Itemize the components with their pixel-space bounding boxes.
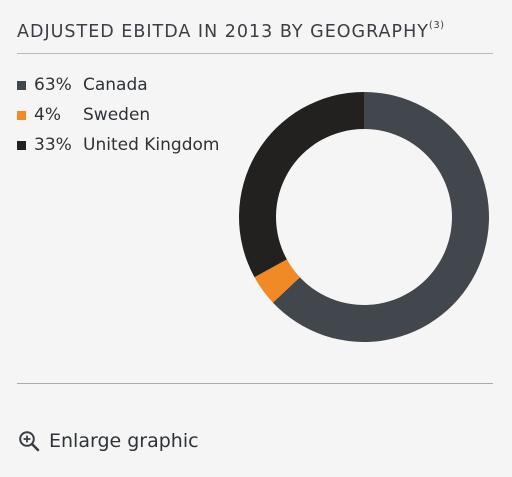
- chart-title: ADJUSTED EBITDA IN 2013 BY GEOGRAPHY(3): [17, 20, 445, 42]
- legend-label: Sweden: [83, 105, 151, 125]
- bottom-divider: [17, 383, 493, 384]
- legend-percentage: 33%: [34, 135, 72, 155]
- top-divider: [17, 53, 493, 54]
- enlarge-graphic-button[interactable]: Enlarge graphic: [18, 430, 199, 452]
- zoom-in-icon: [19, 431, 40, 452]
- chart-legend: 63% Canada 4% Sweden 33% United Kingdom: [17, 70, 219, 160]
- legend-label: Canada: [83, 75, 148, 95]
- donut-slice-united-kingdom: [238, 91, 364, 278]
- legend-percentage: 4%: [34, 105, 61, 125]
- legend-swatch: [17, 110, 26, 120]
- footnote-marker: (3): [428, 20, 445, 32]
- legend-item: 33% United Kingdom: [17, 130, 219, 160]
- legend-label: United Kingdom: [83, 135, 220, 155]
- donut-slice-canada: [272, 92, 489, 342]
- donut-chart: [238, 91, 489, 342]
- legend-item: 63% Canada: [17, 70, 219, 100]
- legend-item: 4% Sweden: [17, 100, 219, 130]
- legend-swatch: [17, 140, 26, 150]
- enlarge-graphic-label: Enlarge graphic: [49, 430, 199, 452]
- legend-swatch: [17, 80, 26, 90]
- legend-percentage: 63%: [34, 75, 72, 95]
- donut-slice-sweden: [254, 259, 300, 303]
